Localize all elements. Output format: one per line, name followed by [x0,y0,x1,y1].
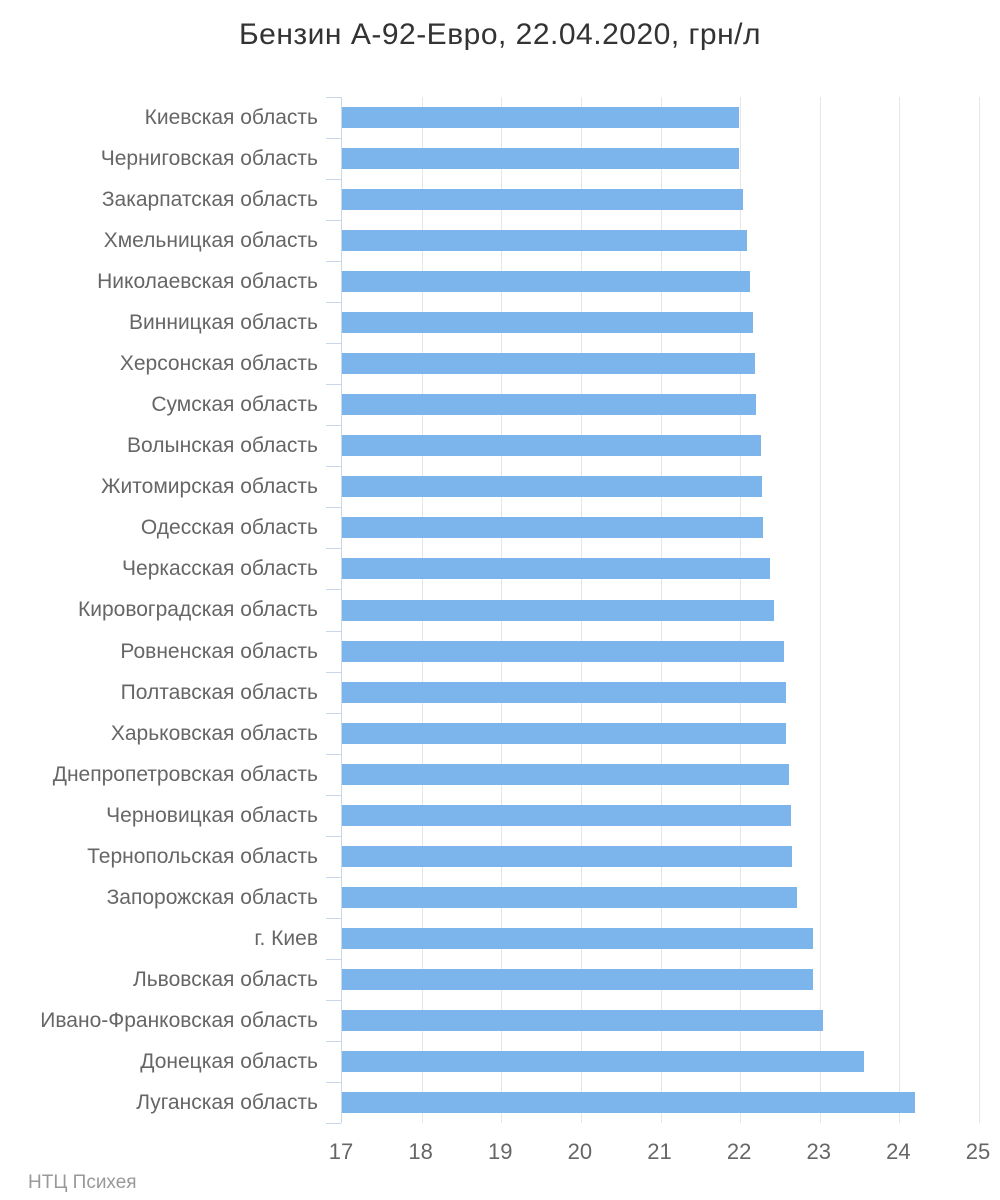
x-tick-label: 17 [328,1139,354,1164]
bar-Черкасская область [342,558,770,580]
bar-Запорожская область [342,886,798,908]
bar-Ровненская область [342,640,784,662]
y-axis-tick [326,589,341,591]
x-tick-label: 20 [567,1139,593,1164]
category-label: Хмельницкая область [103,229,318,253]
bar-Винницкая область [342,312,753,334]
bar-Кировоградская область [342,599,775,621]
category-label: Днепропетровская область [52,762,318,786]
bar-Луганская область [342,1091,915,1113]
category-label: Винницкая область [129,311,318,335]
bar-Закарпатская область [342,189,744,211]
y-axis-tick [326,179,341,181]
y-axis-tick [326,876,341,878]
y-axis-tick [326,917,341,919]
category-label: Львовская область [132,967,318,991]
gridline [819,97,821,1123]
x-tick-label: 22 [726,1139,752,1164]
y-axis-tick [326,220,341,222]
y-axis-tick [326,548,341,550]
bar-Киевская область [342,107,740,129]
x-tick-label: 25 [965,1139,991,1164]
category-label: Одесская область [140,516,318,540]
bar-Донецкая область [342,1050,865,1072]
x-tick-label: 19 [488,1139,513,1164]
bar-Черновицкая область [342,804,792,826]
x-axis-labels: 17 18 19 20 21 22 23 24 25 [329,1139,990,1169]
bar-Львовская область [342,968,814,990]
category-label: Донецкая область [140,1049,318,1073]
category-label: Киевская область [144,106,318,129]
category-label: Запорожская область [106,885,318,909]
y-axis-tick [326,507,341,509]
category-label: г. Киев [254,926,318,950]
bar-Полтавская область [342,681,786,703]
category-label: Ровненская область [120,639,318,663]
category-label: Черновицкая область [106,803,318,827]
y-axis-tick [326,1123,341,1124]
bar-Житомирская область [342,476,762,498]
y-axis-tick [326,97,341,98]
bar-Волынская область [342,435,761,457]
chart-title: Бензин А-92-Евро, 22.04.2020, грн/л [238,18,762,51]
y-axis-tick [326,835,341,837]
x-tick-label: 24 [886,1139,911,1164]
bar-Тернопольская область [342,845,792,867]
y-axis-tick [326,794,341,796]
y-axis-tick [326,425,341,427]
bar-Днепропетровская область [342,763,790,785]
bar-Ивано-Франковская область [342,1009,823,1031]
plot-area [326,97,980,1124]
y-axis-tick [326,261,341,263]
y-axis-tick [326,712,341,714]
y-axis-tick [326,753,341,755]
category-label: Кировоградская область [78,598,318,622]
y-axis-tick [326,1081,341,1083]
category-label: Харьковская область [110,721,318,745]
y-axis-tick [326,384,341,386]
y-axis-tick [326,630,341,632]
y-axis-tick [326,138,341,140]
category-label: Полтавская область [120,680,318,704]
y-axis-tick [326,958,341,960]
credits-label: НТЦ Психея [28,1172,137,1193]
y-axis-tick [326,466,341,468]
bar-Херсонская область [342,353,756,375]
category-label: Тернопольская область [87,844,318,868]
category-label: Сумская область [151,393,318,417]
y-axis-tick [326,343,341,345]
y-axis-tick [326,302,341,304]
y-axis-tick [326,1040,341,1042]
y-axis-tick [326,999,341,1001]
bar-Сумская область [342,394,757,416]
gridline [899,97,901,1123]
x-tick-label: 21 [647,1139,672,1164]
x-tick-label: 23 [806,1139,831,1164]
category-label: Херсонская область [119,352,318,376]
y-axis-tick [326,671,341,673]
gridline [979,97,980,1123]
category-label: Луганская область [136,1090,318,1114]
bar-г. Киев [342,927,813,949]
category-label: Волынская область [127,434,318,458]
category-label: Закарпатская область [101,188,318,212]
category-label: Житомирская область [101,475,318,499]
category-label: Черниговская область [100,147,318,171]
category-label: Николаевская область [97,270,318,294]
bar-Одесская область [342,517,764,539]
bar-Хмельницкая область [342,230,748,252]
bar-Николаевская область [342,271,751,293]
category-label: Ивано-Франковская область [40,1008,318,1032]
bar-Черниговская область [342,148,740,170]
bar-Харьковская область [342,722,786,744]
category-label: Черкасская область [122,557,318,581]
x-tick-label: 18 [408,1139,433,1164]
y-axis-labels: Киевская область Черниговская область Зака… [0,97,318,1123]
